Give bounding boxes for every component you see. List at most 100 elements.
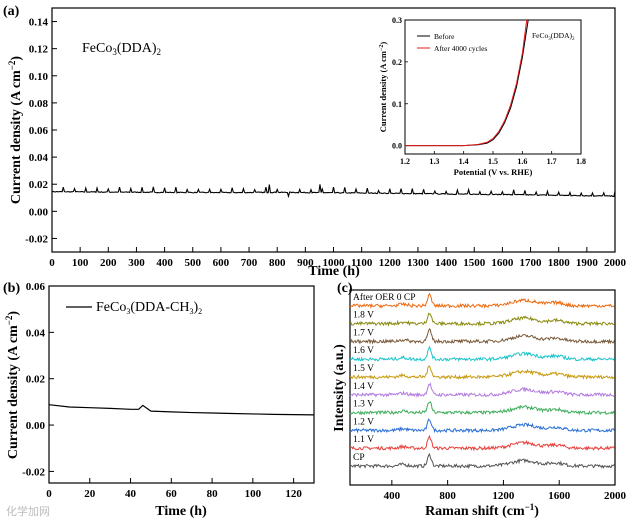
panel-a-ytick-label: 0.00 xyxy=(29,206,49,218)
panel-b-xtick-label: 0 xyxy=(46,488,52,500)
inset-ytick-label: 0.1 xyxy=(392,100,402,109)
panel-a-xtick-label: 0 xyxy=(49,257,55,269)
panel-a-xtick-label: 600 xyxy=(213,257,230,269)
inset-xtick-label: 1.2 xyxy=(400,157,410,166)
panel-a-ytick-label: 0.02 xyxy=(29,179,49,191)
panel-c-xtick-label: 800 xyxy=(439,490,456,502)
inset-y-axis: 0.0 0.1 0.2 0.3 xyxy=(392,16,408,151)
panel-a-xtick-label: 300 xyxy=(128,257,145,269)
inset-ytick-label: 0.3 xyxy=(392,16,402,25)
panel-b-xtick-label: 80 xyxy=(207,488,219,500)
inset-xtick-label: 1.7 xyxy=(547,157,557,166)
panel-c-series-line xyxy=(349,418,615,434)
panel-b-xlabel: Time (h) xyxy=(155,504,207,519)
panel-a-ylabel: Current density (A cm−2) xyxy=(7,56,24,205)
inset-x-axis: 1.2 1.3 1.4 1.5 1.6 1.7 1.8 xyxy=(400,151,586,166)
panel-a-xtick-label: 1200 xyxy=(379,257,402,269)
panel-b-xtick-label: 20 xyxy=(84,488,96,500)
panel-a-letter: (a) xyxy=(3,4,20,19)
panel-c-series-line xyxy=(349,401,615,416)
panel-a-ytick-label: 0.10 xyxy=(29,71,49,83)
panel-c-xtick-label: 1600 xyxy=(548,490,571,502)
legend-label-after: After 4000 cycles xyxy=(434,44,487,53)
panel-c-x-axis: 400 800 1200 1600 2000 xyxy=(384,480,627,502)
panel-c-series-group xyxy=(349,292,615,470)
panel-b-ytick-label: 0.02 xyxy=(26,374,46,386)
panel-b-ytick-label: 0.04 xyxy=(26,327,46,339)
panel-a-xtick-label: 2000 xyxy=(604,257,627,269)
inset-xtick-label: 1.5 xyxy=(488,157,498,166)
panel-c-series-label: 1.4 V xyxy=(353,382,374,392)
panel-c-frame xyxy=(349,289,616,486)
panel-b-ylabel: Current density (A cm−2) xyxy=(4,311,21,460)
panel-a-xlabel: Time (h) xyxy=(308,264,360,279)
panel-a-ytick-label: 0.04 xyxy=(29,152,49,164)
inset-ytick-label: 0.0 xyxy=(392,142,402,151)
inset-xtick-label: 1.8 xyxy=(576,157,586,166)
panel-b-ytick-label: 0.06 xyxy=(26,281,46,293)
panel-c-series-line xyxy=(349,312,615,327)
panel-b-legend: FeCo3(DDA-CH3)2 xyxy=(66,300,202,316)
panel-b-x-axis: 0 20 40 60 80 100 120 xyxy=(46,478,302,500)
panel-a-xtick-label: 200 xyxy=(100,257,117,269)
panel-a-series-line xyxy=(51,184,616,199)
panel-c-series-label: CP xyxy=(353,453,365,463)
panel-c-xtick-label: 1200 xyxy=(492,490,515,502)
panel-c-series-label: 1.1 V xyxy=(353,435,374,445)
panel-a-xtick-label: 1300 xyxy=(407,257,430,269)
inset-annotation: FeCo3(DDA)2 xyxy=(532,31,575,42)
inset-chart: 0.0 0.1 0.2 0.3 1.2 1.3 1.4 1.5 1.6 1.7 1.8 Befor… xyxy=(378,16,586,177)
panel-a-xtick-label: 400 xyxy=(156,257,173,269)
panel-a: (a) -0.020.000.020.040.060.080.100.120.1… xyxy=(3,4,627,279)
legend-label-before: Before xyxy=(434,32,455,41)
panel-c-series-line xyxy=(349,365,615,380)
panel-a-ytick-label: -0.02 xyxy=(25,233,48,245)
panel-a-xtick-label: 900 xyxy=(297,257,314,269)
panel-a-ytick-label: 0.14 xyxy=(29,17,49,29)
panel-b-letter: (b) xyxy=(3,281,20,296)
panel-b-frame xyxy=(48,285,315,484)
panel-c: (c) 400 800 1200 1600 2000 CP 1.1 V 1.2 V 1.3 V… xyxy=(332,281,627,519)
panel-a-xtick-label: 1400 xyxy=(435,257,458,269)
inset-ytick-label: 0.2 xyxy=(392,58,402,67)
panel-c-xtick-label: 400 xyxy=(384,490,401,502)
panel-c-xlabel: Raman shift (cm−1) xyxy=(425,502,539,519)
panel-c-series-line xyxy=(349,452,615,470)
panel-b-y-axis: -0.02 0.00 0.02 0.04 0.06 xyxy=(22,281,54,478)
panel-a-xtick-label: 800 xyxy=(269,257,286,269)
panel-a-xtick-label: 1100 xyxy=(351,257,373,269)
watermark: 化学加网 xyxy=(6,504,50,518)
inset-xtick-label: 1.4 xyxy=(459,157,469,166)
panel-c-xtick-label: 2000 xyxy=(604,490,627,502)
panel-c-series-label: 1.6 V xyxy=(353,346,374,356)
panel-a-xtick-label: 1600 xyxy=(491,257,514,269)
panel-c-letter: (c) xyxy=(337,281,353,296)
panel-c-series-line xyxy=(349,382,615,399)
panel-a-xtick-label: 100 xyxy=(72,257,89,269)
panel-c-series-line xyxy=(349,434,615,452)
panel-c-series-label: 1.3 V xyxy=(353,400,374,410)
panel-c-series-label: 1.8 V xyxy=(353,311,374,321)
inset-series-after xyxy=(405,19,528,147)
panel-a-y-axis: -0.02 0.00 0.02 0.04 0.06 0.08 0.10 0.12 0.14 xyxy=(25,17,57,245)
panel-b-xtick-label: 100 xyxy=(245,488,262,500)
inset-ylabel: Current density (A cm−2) xyxy=(378,42,388,133)
inset-xlabel: Potential (V vs. RHE) xyxy=(454,167,533,177)
panel-b-xtick-label: 120 xyxy=(285,488,302,500)
inset-frame xyxy=(404,19,582,155)
panel-b-xtick-label: 60 xyxy=(166,488,178,500)
panel-a-ytick-label: 0.12 xyxy=(29,44,49,56)
panel-c-series-label: 1.5 V xyxy=(353,364,374,374)
panel-c-series-label: 1.7 V xyxy=(353,328,374,338)
panel-c-series-label: 1.2 V xyxy=(353,417,374,427)
panel-b-xtick-label: 40 xyxy=(125,488,137,500)
panel-c-series-line xyxy=(349,292,615,309)
panel-b: (b) -0.02 0.00 0.02 0.04 0.06 0 20 40 60 80 100 12… xyxy=(3,281,315,519)
panel-a-xtick-label: 500 xyxy=(185,257,202,269)
panel-c-series-line xyxy=(349,328,615,345)
panel-a-xtick-label: 1800 xyxy=(548,257,571,269)
panel-a-series-group xyxy=(51,184,616,199)
panel-c-ylabel: Intensity (a.u.) xyxy=(332,344,347,432)
inset-xtick-label: 1.6 xyxy=(517,157,527,166)
panel-b-series-group xyxy=(48,404,315,416)
